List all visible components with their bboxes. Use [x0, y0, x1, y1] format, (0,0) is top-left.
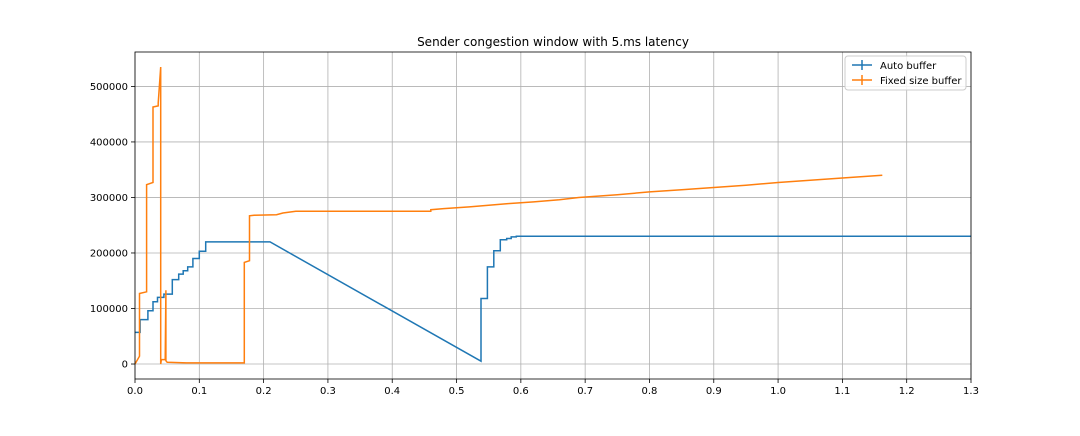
series-auto-buffer: [135, 235, 971, 363]
x-tick-label: 0.6: [513, 386, 529, 397]
x-tick-label: 0.0: [127, 386, 143, 397]
x-tick-label: 1.1: [834, 386, 850, 397]
series-layer: [134, 66, 971, 365]
x-tick-label: 1.0: [770, 386, 786, 397]
legend: Auto buffer Fixed size buffer: [844, 55, 967, 91]
x-tick-label: 0.8: [642, 386, 658, 397]
series-fixed-size-buffer: [134, 66, 883, 365]
axis-layer: 0.0 0.1 0.2 0.3 0.4 0.5 0.6 0.7 0.8 0.9 1.0 1.1 1.2 1…: [90, 82, 979, 397]
x-tick-label: 0.5: [449, 386, 465, 397]
y-tick-label: 400000: [90, 137, 128, 148]
x-tick-label: 0.7: [577, 386, 593, 397]
series-line-auto-buffer: [135, 235, 971, 363]
y-tick-label: 200000: [90, 248, 128, 259]
chart-title: Sender congestion window with 5.ms laten…: [417, 35, 689, 49]
grid-layer: [134, 52, 972, 379]
legend-box: [844, 55, 967, 91]
x-tick-label: 1.2: [899, 386, 915, 397]
y-tick-label: 100000: [90, 304, 128, 315]
y-tick-label: 500000: [90, 82, 128, 93]
x-tick-label: 1.3: [963, 386, 979, 397]
y-tick-label: 300000: [90, 193, 128, 204]
legend-label-fixed-size-buffer: Fixed size buffer: [880, 76, 962, 87]
legend-label-auto-buffer: Auto buffer: [880, 61, 937, 72]
plot-frame: [134, 51, 972, 380]
x-tick-label: 0.1: [191, 386, 207, 397]
x-tick-label: 0.4: [384, 386, 400, 397]
series-line-fixed-size-buffer: [134, 66, 883, 365]
x-tick-label: 0.3: [320, 386, 336, 397]
x-tick-label: 0.2: [256, 386, 272, 397]
x-tick-label: 0.9: [706, 386, 722, 397]
y-tick-label: 0: [122, 360, 128, 371]
